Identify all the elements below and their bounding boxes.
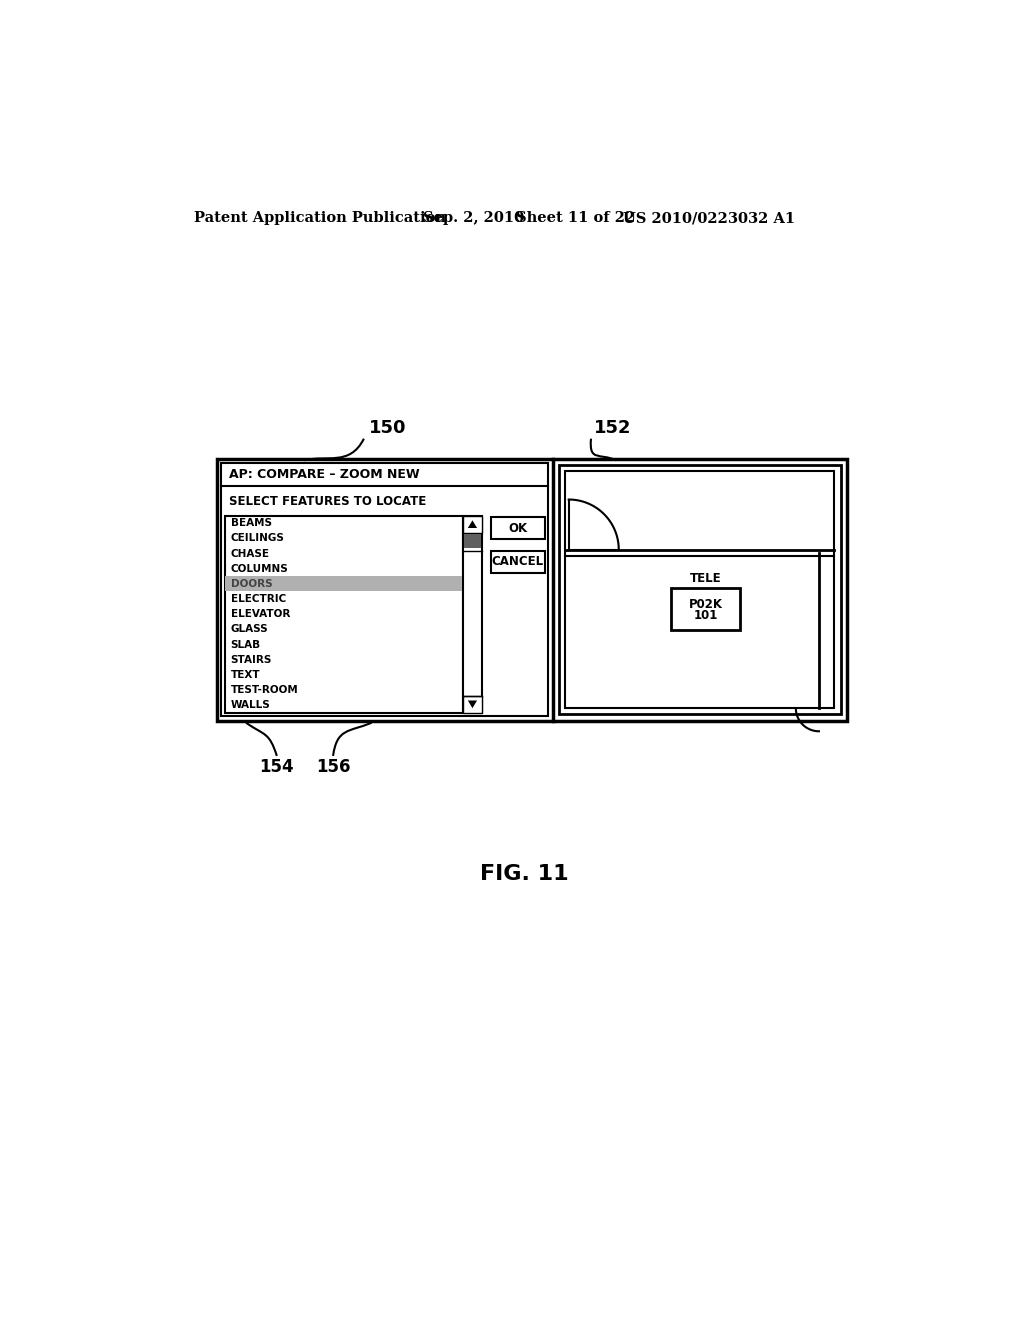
Text: 156: 156	[315, 758, 350, 776]
Text: Sep. 2, 2010: Sep. 2, 2010	[423, 211, 524, 226]
Text: AP: COMPARE – ZOOM NEW: AP: COMPARE – ZOOM NEW	[229, 469, 420, 482]
Bar	[217, 459, 847, 721]
Text: TEXT: TEXT	[230, 669, 260, 680]
Text: STAIRS: STAIRS	[230, 655, 272, 665]
Text: TELE: TELE	[689, 573, 721, 585]
Bar	[463, 516, 481, 713]
Bar	[221, 463, 548, 715]
Text: Patent Application Publication: Patent Application Publication	[195, 211, 446, 226]
Text: COLUMNS: COLUMNS	[230, 564, 289, 574]
Text: ELEVATOR: ELEVATOR	[230, 610, 290, 619]
Text: US 2010/0223032 A1: US 2010/0223032 A1	[624, 211, 796, 226]
Text: 150: 150	[369, 418, 406, 437]
Bar	[671, 589, 740, 631]
Text: SELECT FEATURES TO LOCATE: SELECT FEATURES TO LOCATE	[229, 495, 426, 508]
Polygon shape	[468, 520, 477, 528]
Text: P02K: P02K	[688, 598, 723, 611]
Text: CHASE: CHASE	[230, 549, 269, 558]
Text: CEILINGS: CEILINGS	[230, 533, 285, 544]
Text: TEST-ROOM: TEST-ROOM	[230, 685, 298, 696]
Bar	[464, 535, 481, 548]
Bar	[565, 471, 835, 708]
Bar	[490, 517, 545, 539]
Text: 101: 101	[693, 609, 718, 622]
Text: ELECTRIC: ELECTRIC	[230, 594, 286, 605]
Bar	[463, 516, 481, 533]
Text: OK: OK	[508, 521, 527, 535]
Bar	[224, 516, 463, 713]
Polygon shape	[468, 701, 477, 708]
Text: 154: 154	[259, 758, 294, 776]
Text: Sheet 11 of 22: Sheet 11 of 22	[515, 211, 635, 226]
Text: 152: 152	[594, 418, 632, 437]
Text: BEAMS: BEAMS	[230, 519, 271, 528]
Bar	[463, 696, 481, 713]
Bar	[225, 577, 463, 591]
Text: CANCEL: CANCEL	[492, 556, 544, 569]
Text: FIG. 11: FIG. 11	[480, 865, 569, 884]
Text: SLAB: SLAB	[230, 640, 261, 649]
Text: DOORS: DOORS	[230, 579, 272, 589]
Bar	[490, 552, 545, 573]
Bar	[559, 465, 841, 714]
Text: GLASS: GLASS	[230, 624, 268, 635]
Text: WALLS: WALLS	[230, 700, 270, 710]
